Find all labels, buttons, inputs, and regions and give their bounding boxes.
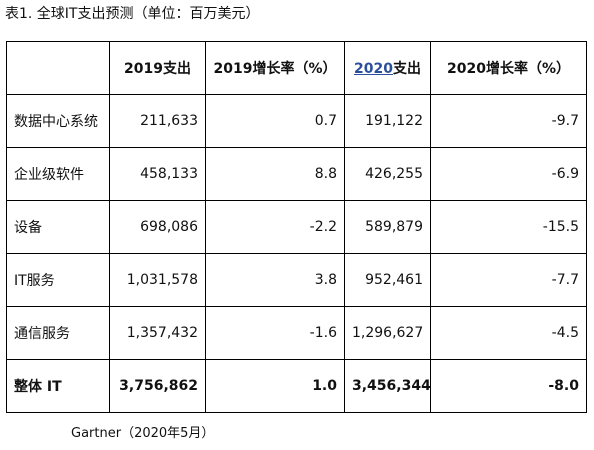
total-2020-spend: 3,456,344 [344, 359, 431, 413]
cell-2020-growth: -9.7 [430, 94, 587, 148]
table-row: 数据中心系统 211,633 0.7 191,122 -9.7 [6, 94, 587, 148]
year-2020-link[interactable]: 2020 [354, 61, 393, 77]
cell-2019-growth: 3.8 [205, 253, 345, 307]
cell-2020-growth: -15.5 [430, 200, 587, 254]
header-2019-growth: 2019增长率（%） [205, 41, 345, 95]
cell-2019-spend: 458,133 [109, 147, 206, 201]
header-2020-growth: 2020增长率（%） [430, 41, 587, 95]
header-2020-spend: 2020支出 [344, 41, 431, 95]
cell-2020-spend: 191,122 [344, 94, 431, 148]
total-2019-spend: 3,756,862 [109, 359, 206, 413]
header-2020-spend-suffix: 支出 [392, 61, 421, 77]
cell-2020-growth: -6.9 [430, 147, 587, 201]
header-category [6, 41, 110, 95]
row-label: 企业级软件 [6, 147, 110, 201]
cell-2019-spend: 211,633 [109, 94, 206, 148]
it-spending-table: 2019支出 2019增长率（%） 2020支出 2020增长率（%） 数据中心… [6, 41, 587, 413]
total-2020-growth: -8.0 [430, 359, 587, 413]
row-label: 数据中心系统 [6, 94, 110, 148]
cell-2020-growth: -4.5 [430, 306, 587, 360]
header-2019-spend: 2019支出 [109, 41, 206, 95]
cell-2019-spend: 1,031,578 [109, 253, 206, 307]
cell-2020-growth: -7.7 [430, 253, 587, 307]
cell-2019-growth: -2.2 [205, 200, 345, 254]
total-2019-growth: 1.0 [205, 359, 345, 413]
cell-2020-spend: 589,879 [344, 200, 431, 254]
table-row: IT服务 1,031,578 3.8 952,461 -7.7 [6, 253, 587, 307]
table-header-row: 2019支出 2019增长率（%） 2020支出 2020增长率（%） [6, 41, 587, 95]
table-row: 通信服务 1,357,432 -1.6 1,296,627 -4.5 [6, 306, 587, 360]
row-label: 通信服务 [6, 306, 110, 360]
table-total-row: 整体 IT 3,756,862 1.0 3,456,344 -8.0 [6, 359, 587, 413]
cell-2020-spend: 426,255 [344, 147, 431, 201]
source-note: Gartner（2020年5月） [71, 426, 215, 441]
cell-2019-spend: 1,357,432 [109, 306, 206, 360]
cell-2019-spend: 698,086 [109, 200, 206, 254]
cell-2019-growth: 8.8 [205, 147, 345, 201]
table-row: 企业级软件 458,133 8.8 426,255 -6.9 [6, 147, 587, 201]
row-label: IT服务 [6, 253, 110, 307]
total-label: 整体 IT [6, 359, 110, 413]
cell-2020-spend: 952,461 [344, 253, 431, 307]
cell-2020-spend: 1,296,627 [344, 306, 431, 360]
row-label: 设备 [6, 200, 110, 254]
cell-2019-growth: 0.7 [205, 94, 345, 148]
cell-2019-growth: -1.6 [205, 306, 345, 360]
table-row: 设备 698,086 -2.2 589,879 -15.5 [6, 200, 587, 254]
table-caption: 表1. 全球IT支出预测（单位：百万美元） [5, 6, 260, 22]
